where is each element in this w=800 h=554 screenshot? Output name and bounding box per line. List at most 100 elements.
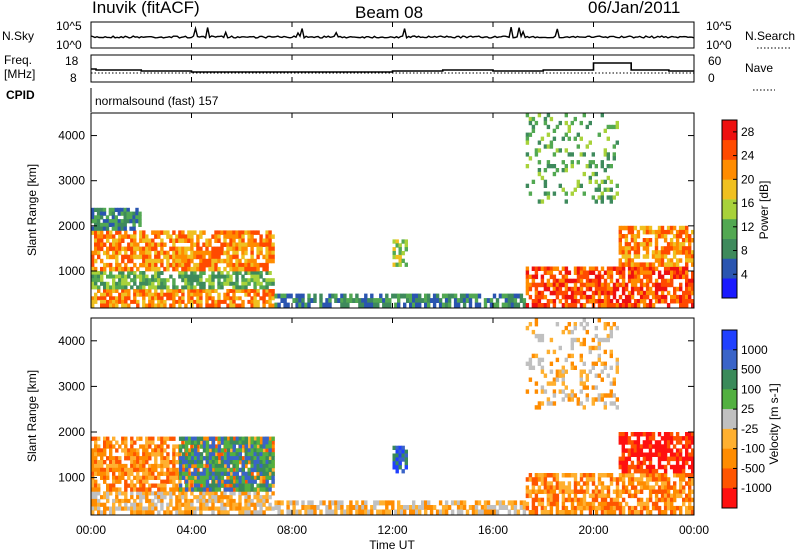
heatmap-cell <box>172 475 176 480</box>
heatmap-cell <box>322 500 326 506</box>
heatmap-cell <box>531 128 536 133</box>
heatmap-cell <box>214 436 218 441</box>
heatmap-cell <box>139 456 143 461</box>
heatmap-cell <box>516 509 521 515</box>
heatmap-cell <box>187 456 192 461</box>
heatmap-cell <box>229 281 233 286</box>
heatmap-cell <box>639 242 644 247</box>
heatmap-cell <box>624 286 629 292</box>
heatmap-cell <box>151 258 155 264</box>
heatmap-cell <box>552 152 557 157</box>
heatmap-cell <box>525 489 530 494</box>
heatmap-cell <box>94 215 98 220</box>
heatmap-cell <box>151 491 155 496</box>
heatmap-cell <box>558 345 562 351</box>
heatmap-cell <box>199 274 203 279</box>
heatmap-cell <box>109 467 113 473</box>
heatmap-cell <box>178 254 182 260</box>
heatmap-cell <box>633 266 638 271</box>
heatmap-cell <box>573 493 578 499</box>
heatmap-cell <box>564 505 569 511</box>
heatmap-cell <box>262 498 266 504</box>
heatmap-cell <box>679 489 683 494</box>
heatmap-cell <box>139 460 143 465</box>
heatmap-cell <box>109 234 113 239</box>
heatmap-cell <box>663 510 668 515</box>
heatmap-cell <box>397 509 401 515</box>
heatmap-cell <box>633 225 638 231</box>
heatmap-cell <box>259 475 263 480</box>
heatmap-cell <box>238 285 242 290</box>
heatmap-cell <box>549 266 554 271</box>
heatmap-cell <box>238 246 242 252</box>
heatmap-cell <box>672 464 677 470</box>
heatmap-cell <box>537 489 542 494</box>
heatmap-cell <box>259 510 263 515</box>
heatmap-cell <box>331 509 335 515</box>
heatmap-cell <box>91 278 95 283</box>
heatmap-cell <box>166 436 170 441</box>
heatmap-cell <box>685 436 689 441</box>
heatmap-cell <box>657 477 662 482</box>
heatmap-cell <box>615 270 620 275</box>
heatmap-cell <box>133 234 137 239</box>
heatmap-cell <box>184 266 188 272</box>
heatmap-cell <box>591 481 596 486</box>
heatmap-cell <box>160 250 164 256</box>
heatmap-cell <box>145 262 149 268</box>
heatmap-cell <box>133 510 137 515</box>
heatmap-cell <box>570 497 575 503</box>
heatmap-cell <box>202 440 207 445</box>
heatmap-cell <box>163 479 167 484</box>
heatmap-cell <box>624 299 629 304</box>
colorbar-segment <box>722 139 737 160</box>
heatmap-cell <box>205 440 210 445</box>
heatmap-cell <box>651 270 656 275</box>
heatmap-cell <box>561 303 566 308</box>
heatmap-cell <box>199 436 204 441</box>
heatmap-cell <box>130 278 134 283</box>
heatmap-cell <box>106 471 110 476</box>
heatmap-cell <box>585 144 589 149</box>
heatmap-cell <box>253 258 257 264</box>
heatmap-cell <box>528 377 533 382</box>
heatmap-cell <box>202 281 206 286</box>
heatmap-cell <box>400 509 404 515</box>
heatmap-cell <box>504 505 509 510</box>
freq-label: Freq. <box>4 53 32 67</box>
heatmap-cell <box>525 270 530 275</box>
heatmap-cell <box>666 440 671 445</box>
heatmap-cell <box>265 271 269 275</box>
heatmap-cell <box>591 195 595 200</box>
heatmap-cell <box>181 230 185 235</box>
heatmap-cell <box>220 483 225 488</box>
heatmap-cell <box>676 274 680 280</box>
heatmap-cell <box>558 510 563 515</box>
heatmap-cell <box>130 436 134 441</box>
heatmap-cell <box>250 289 254 293</box>
heatmap-cell <box>148 278 152 283</box>
heatmap-cell <box>537 497 542 503</box>
heatmap-cell <box>151 436 155 441</box>
heatmap-cell <box>184 246 188 252</box>
heatmap-cell <box>205 467 210 473</box>
heatmap-cell <box>627 278 632 284</box>
heatmap-cell <box>121 281 125 286</box>
heatmap-cell <box>100 463 104 469</box>
heatmap-cell <box>241 483 245 488</box>
heatmap-cell <box>388 500 392 506</box>
heatmap-cell <box>178 491 182 496</box>
heatmap-cell <box>594 505 599 511</box>
heatmap-cell <box>688 258 692 263</box>
heatmap-cell <box>109 266 113 272</box>
heatmap-cell <box>576 505 581 511</box>
heatmap-cell <box>235 487 239 492</box>
heatmap-cell <box>534 294 539 300</box>
heatmap-cell <box>232 463 236 469</box>
heatmap-cell <box>100 266 104 272</box>
heatmap-cell <box>636 246 641 251</box>
heatmap-cell <box>229 230 233 235</box>
heatmap-cell <box>549 497 554 503</box>
heatmap-cell <box>573 322 577 327</box>
heatmap-cell <box>660 477 665 482</box>
